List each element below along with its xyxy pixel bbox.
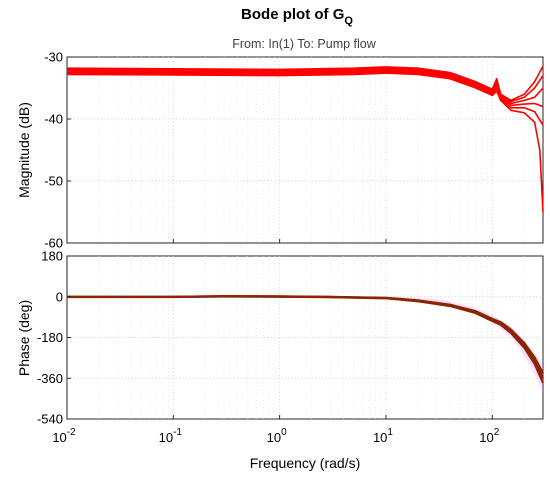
magnitude-y-tick-label: -60 [44, 236, 63, 251]
phase-y-tick-label: -180 [37, 330, 63, 345]
x-tick-label: 10-1 [159, 427, 183, 445]
magnitude-y-tick-label: -40 [44, 112, 63, 127]
phase-y-tick-label: 0 [56, 289, 63, 304]
magnitude-series-4 [66, 69, 544, 108]
phase-y-tick-label: -360 [37, 371, 63, 386]
magnitude-series-5 [66, 71, 544, 126]
magnitude-y-axis-label: Magnitude (dB) [16, 102, 32, 198]
x-tick-label: 100 [267, 427, 287, 445]
magnitude-y-tick-label: -30 [44, 50, 63, 65]
chart-title: Bode plot of GQ [241, 6, 353, 27]
magnitude-panel: -30 -40 -50 -60 [44, 50, 544, 251]
phase-y-tick-label: -540 [37, 412, 63, 427]
magnitude-series-1 [66, 65, 544, 102]
magnitude-series-6 [66, 72, 544, 213]
magnitude-y-tick-label: -50 [44, 174, 63, 189]
x-axis-label: Frequency (rad/s) [250, 455, 360, 471]
phase-y-axis-label: Phase (deg) [16, 300, 32, 376]
x-tick-label: 101 [373, 427, 393, 445]
magnitude-series-3 [66, 68, 544, 105]
magnitude-series-2 [66, 67, 544, 103]
x-tick-label: 102 [479, 427, 499, 445]
phase-series-3 [67, 295, 545, 384]
chart-subtitle: From: In(1) To: Pump flow [232, 37, 377, 51]
phase-y-tick-label: 180 [41, 249, 63, 264]
x-tick-label: 10-2 [52, 427, 76, 445]
magnitude-plot-area [66, 56, 544, 244]
